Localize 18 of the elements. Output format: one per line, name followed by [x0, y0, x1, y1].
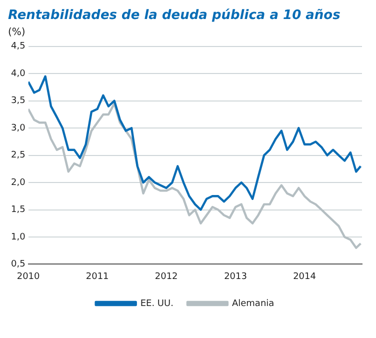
y-tick-label: 1,5 [10, 205, 26, 216]
x-tick-label: 2010 [16, 272, 40, 282]
y-tick-label: 2,0 [10, 178, 26, 188]
x-tick-label: 2011 [86, 272, 109, 282]
y-tick-label: 4,0 [10, 68, 26, 79]
y-tick-label: 4,5 [10, 42, 26, 52]
y-tick-label: 2,5 [10, 150, 26, 161]
y-tick-label: 1,0 [10, 232, 26, 242]
chart-title: Rentabilidades de la deuda pública a 10 años [8, 8, 342, 23]
y-tick-label: 0,5 [10, 260, 26, 270]
x-tick-label: 2014 [293, 272, 316, 282]
y-tick-label: 3,0 [10, 123, 26, 134]
x-tick-label: 2012 [154, 272, 178, 282]
x-tick-label: 2013 [224, 272, 247, 282]
legend-label: EE. UU. [140, 298, 174, 309]
legend-label: Alemania [232, 298, 274, 309]
y-tick-label: 3,5 [10, 96, 26, 106]
y-axis-title: (%) [8, 27, 26, 38]
